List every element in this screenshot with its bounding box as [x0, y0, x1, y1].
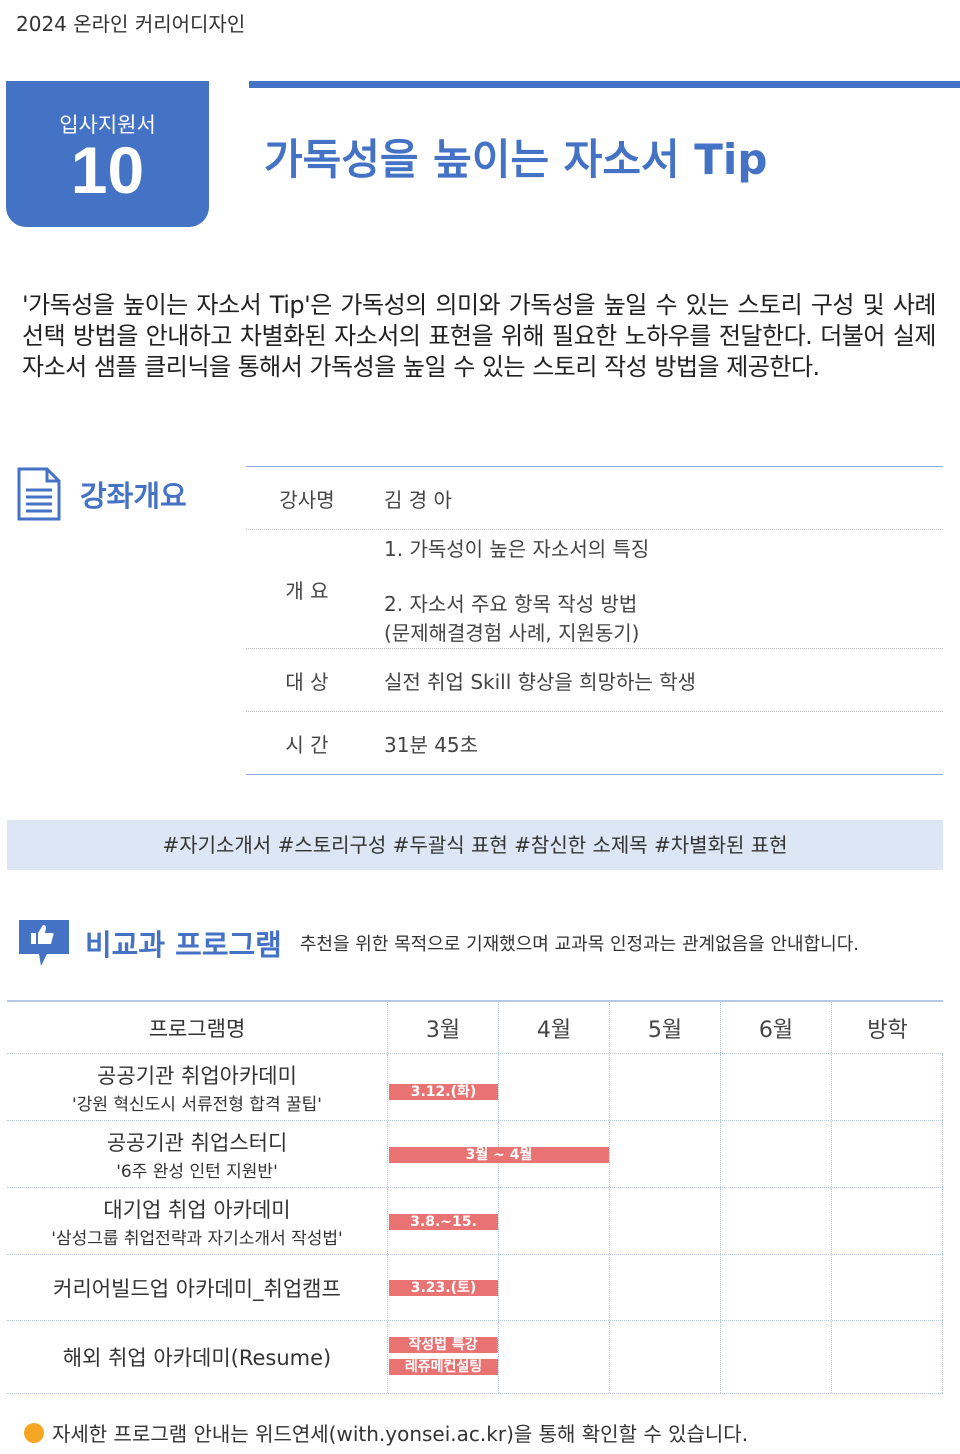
column-header: 6월: [721, 1002, 832, 1053]
overview-heading: 강좌개요: [16, 466, 187, 522]
table-row: 공공기관 취업스터디 '6주 완성 인턴 지원반' 3월 ~ 4월: [7, 1121, 943, 1188]
program-subtitle: '6주 완성 인턴 지원반': [116, 1161, 278, 1182]
month-cell: [610, 1054, 721, 1120]
table-header: 프로그램명 3월 4월 5월 6월 방학: [7, 1002, 943, 1054]
month-cell: [499, 1188, 610, 1254]
schedule-bar: 작성법 특강: [389, 1337, 498, 1353]
program-name-cell: 해외 취업 아카데미(Resume): [7, 1321, 388, 1393]
overview-row: 대 상 실전 취업 Skill 향상을 희망하는 학생: [246, 649, 943, 712]
month-cell: [832, 1121, 943, 1187]
overview-value: 실전 취업 Skill 향상을 희망하는 학생: [368, 649, 696, 711]
overview-value-line: 2. 자소서 주요 항목 작성 방법: [384, 591, 638, 616]
badge-number: 10: [70, 133, 145, 207]
month-cell: [721, 1255, 832, 1320]
top-label: 2024 온라인 커리어디자인: [16, 12, 246, 36]
month-cell: [832, 1321, 943, 1393]
overview-key: 시 간: [285, 732, 329, 757]
overview-value-line: 31분 45초: [384, 732, 479, 757]
overview-value-line: (문제해결경험 사례, 지원동기): [384, 620, 640, 645]
month-cell: [388, 1188, 499, 1254]
page-title: 가독성을 높이는 자소서 Tip: [264, 135, 768, 184]
overview-key: 강사명: [279, 487, 335, 512]
program-name-cell: 공공기관 취업스터디 '6주 완성 인턴 지원반': [7, 1121, 388, 1187]
badge: 입사지원서 10: [6, 81, 209, 227]
table-row: 공공기관 취업아카데미 '강원 혁신도시 서류전형 합격 꿀팁' 3.12.(화): [7, 1054, 943, 1121]
programs-note: 추천을 위한 목적으로 기재했으며 교과목 인정과는 관계없음을 안내합니다.: [299, 934, 859, 955]
month-cell: [832, 1255, 943, 1320]
overview-value-line: 실전 취업 Skill 향상을 희망하는 학생: [384, 669, 696, 694]
month-cell: [499, 1321, 610, 1393]
month-cell: [499, 1054, 610, 1120]
overview-value: 1. 가독성이 높은 자소서의 특징 2. 자소서 주요 항목 작성 방법 (문제해…: [368, 530, 649, 648]
document-icon: [17, 467, 61, 521]
program-name: 공공기관 취업스터디: [106, 1130, 288, 1155]
program-name: 해외 취업 아카데미(Resume): [62, 1346, 332, 1370]
program-name-cell: 커리어빌드업 아카데미_취업캠프: [7, 1255, 388, 1320]
overview-row: 개 요 1. 가독성이 높은 자소서의 특징 2. 자소서 주요 항목 작성 방법 (…: [246, 530, 943, 649]
programs-heading: 비교과 프로그램 추천을 위한 목적으로 기재했으며 교과목 인정과는 관계없음…: [17, 918, 859, 968]
month-cell: [388, 1255, 499, 1320]
month-cell: [832, 1188, 943, 1254]
schedule-bar: 3.23.(토): [389, 1280, 498, 1296]
month-cell: [721, 1121, 832, 1187]
overview-key: 대 상: [285, 669, 329, 694]
overview-value: 김 경 아: [368, 467, 452, 529]
month-cell: [610, 1121, 721, 1187]
programs-title: 비교과 프로그램: [85, 928, 282, 962]
column-header: 5월: [610, 1002, 721, 1053]
footer-note: 자세한 프로그램 안내는 위드연세(with.yonsei.ac.kr)을 통해…: [24, 1418, 748, 1447]
column-header: 방학: [867, 1017, 908, 1043]
overview-value-line: 김 경 아: [384, 487, 452, 512]
program-subtitle: '강원 혁신도시 서류전형 합격 꿀팁': [72, 1094, 322, 1115]
program-subtitle: '삼성그룹 취업전략과 자기소개서 작성법': [51, 1228, 343, 1249]
month-cell: [721, 1321, 832, 1393]
column-header: 3월: [388, 1002, 499, 1053]
month-cell: [388, 1321, 499, 1393]
column-header: 프로그램명: [7, 1002, 388, 1053]
schedule-bar: 3월 ~ 4월: [389, 1146, 609, 1163]
schedule-bar: 3.12.(화): [389, 1083, 498, 1100]
schedule-bar: 3.8.~15.: [389, 1213, 498, 1230]
overview-value: 31분 45초: [368, 712, 478, 774]
overview-row: 강사명 김 경 아: [246, 467, 943, 530]
program-name-cell: 공공기관 취업아카데미 '강원 혁신도시 서류전형 합격 꿀팁': [7, 1054, 388, 1120]
overview-row: 시 간 31분 45초: [246, 712, 943, 774]
table-row: 대기업 취업 아카데미 '삼성그룹 취업전략과 자기소개서 작성법' 3.8.~15…: [7, 1188, 943, 1255]
overview-title: 강좌개요: [80, 479, 187, 513]
smile-icon: [24, 1422, 44, 1443]
thumbs-up-icon: [19, 920, 69, 966]
month-cell: [610, 1255, 721, 1320]
table-row: 커리어빌드업 아카데미_취업캠프 3.23.(토): [7, 1255, 943, 1321]
title-rule: [249, 81, 960, 88]
month-cell: [388, 1054, 499, 1120]
badge-label: 입사지원서: [59, 113, 156, 137]
program-name: 대기업 취업 아카데미: [103, 1197, 291, 1222]
column-header: 4월: [499, 1002, 610, 1053]
overview-key: 개 요: [285, 578, 329, 603]
month-cell: [610, 1321, 721, 1393]
program-name: 공공기관 취업아카데미: [97, 1063, 297, 1088]
overview-value-line: 1. 가독성이 높은 자소서의 특징: [384, 536, 650, 561]
month-cell: [721, 1188, 832, 1254]
month-cell: [499, 1255, 610, 1320]
month-cell: [721, 1054, 832, 1120]
hashtags: #자기소개서 #스토리구성 #두괄식 표현 #참신한 소제목 #차별화된 표현: [7, 820, 943, 870]
schedule-bar: 레쥬메컨설팅: [389, 1359, 498, 1375]
month-cell: [832, 1054, 943, 1120]
month-cell: [499, 1121, 610, 1187]
footer-text: 자세한 프로그램 안내는 위드연세(with.yonsei.ac.kr)을 통해…: [52, 1422, 749, 1446]
intro-text: '가독성을 높이는 자소서 Tip'은 가독성의 의미와 가독성을 높일 수 있…: [22, 291, 937, 381]
month-cell: [610, 1188, 721, 1254]
program-name: 커리어빌드업 아카데미_취업캠프: [53, 1276, 341, 1301]
program-name-cell: 대기업 취업 아카데미 '삼성그룹 취업전략과 자기소개서 작성법': [7, 1188, 388, 1254]
